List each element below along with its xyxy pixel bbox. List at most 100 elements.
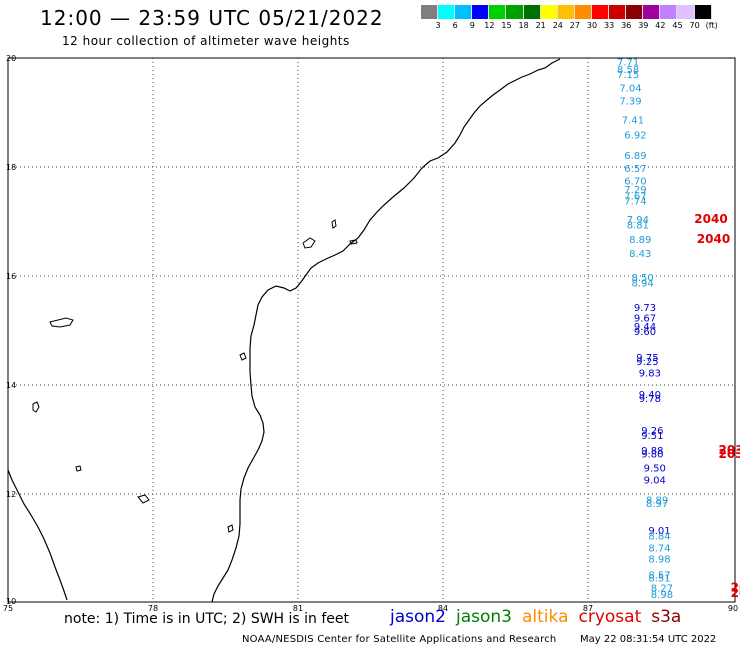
- wave-height-value: 9.50: [644, 464, 666, 475]
- footer-note: note: 1) Time is in UTC; 2) SWH is in fe…: [64, 611, 350, 627]
- coastline-india-east: [211, 58, 561, 603]
- wave-height-value: 6.57: [624, 164, 646, 175]
- wave-height-value: 7.04: [619, 83, 641, 94]
- pass-time-label: 2040: [694, 212, 727, 226]
- x-tick-label: 81: [293, 604, 303, 613]
- generated-timestamp: May 22 08:31:54 UTC 2022: [580, 634, 717, 645]
- wave-height-value: 9.25: [636, 357, 658, 368]
- legend-label: 12: [484, 21, 495, 30]
- legend-color-swatch: [472, 5, 490, 19]
- wave-height-value: 8.94: [632, 279, 654, 290]
- wave-height-value: 8.58: [617, 65, 639, 76]
- wave-height-value: 8.81: [627, 221, 649, 232]
- legend-color-swatch: [591, 5, 610, 19]
- legend-label: 42: [655, 21, 666, 30]
- y-tick-label: 10: [6, 597, 16, 606]
- legend-color-swatch: [694, 5, 712, 19]
- legend-color-swatch: [455, 5, 473, 19]
- legend-color-swatch: [489, 5, 507, 19]
- legend-color-swatch: [677, 5, 695, 19]
- grid-lines: [8, 58, 735, 602]
- credit-line: NOAA/NESDIS Center for Satellite Applica…: [242, 634, 557, 645]
- legend-color-swatch: [506, 5, 524, 19]
- legend-label: 27: [569, 21, 580, 30]
- wave-height-value: 9.01: [648, 526, 670, 537]
- legend-label: 18: [518, 21, 529, 30]
- map-title: 12:00 — 23:59 UTC 05/21/2022: [40, 6, 384, 30]
- legend-label: 15: [501, 21, 512, 30]
- wave-height-value: 7.39: [619, 96, 641, 107]
- island-small-4: [302, 237, 316, 249]
- y-tick-label: 20: [6, 54, 16, 63]
- x-tick-label: 75: [3, 604, 13, 613]
- wave-height-value: 9.83: [639, 368, 661, 379]
- x-tick-label: 78: [148, 604, 158, 613]
- legend-color-swatch: [421, 5, 439, 19]
- y-tick-label: 12: [6, 490, 16, 499]
- pass-time-label: 2040: [697, 232, 730, 246]
- satellite-name-s3a: s3a: [651, 607, 682, 627]
- legend-color-swatch: [609, 5, 627, 19]
- island-small-2: [32, 401, 40, 413]
- wave-height-value: 6.89: [624, 151, 646, 162]
- legend-color-swatch: [540, 5, 558, 19]
- legend-color-swatch: [574, 5, 592, 19]
- wave-height-value: 9.67: [634, 314, 656, 325]
- wave-height-value: 8.74: [648, 544, 670, 555]
- x-tick-label: 90: [728, 604, 738, 613]
- wave-height-value: 9.78: [639, 394, 661, 405]
- pass-time-label: 2038: [731, 586, 740, 600]
- wave-height-value: 9.44: [634, 322, 656, 333]
- wave-height-value: 8.84: [648, 532, 670, 543]
- wave-height-value: 8.50: [632, 273, 654, 284]
- legend-color-swatch: [660, 5, 678, 19]
- legend-label: 33: [604, 21, 615, 30]
- wave-height-value: 7.74: [624, 197, 646, 208]
- legend-label: 21: [535, 21, 546, 30]
- y-tick-label: 18: [6, 163, 16, 172]
- wave-height-value: 7.29: [624, 185, 646, 196]
- wave-height-value: 7.94: [627, 215, 649, 226]
- legend-color-swatch: [523, 5, 541, 19]
- wave-height-value: 9.40: [639, 390, 661, 401]
- legend-color-swatch: [557, 5, 575, 19]
- island-small-9: [349, 239, 358, 245]
- satellite-name-cryosat: cryosat: [578, 607, 642, 627]
- legend-label: 36: [621, 21, 632, 30]
- island-small-7: [75, 465, 82, 472]
- wave-height-value: 8.43: [629, 249, 651, 260]
- pass-time-label: 2038: [731, 580, 740, 594]
- satellite-legend: jason2 jason3 altika cryosat s3a: [390, 607, 691, 627]
- coastline-west: [7, 469, 68, 601]
- island-small-6: [239, 352, 247, 361]
- island-small-3: [137, 494, 150, 504]
- x-tick-label: 84: [438, 604, 448, 613]
- legend-label: (ft): [705, 21, 718, 30]
- wave-height-value: 9.51: [641, 431, 663, 442]
- wave-height-value: 9.60: [634, 327, 656, 338]
- island-small-1: [49, 317, 74, 328]
- wave-height-readings: 7.718.587.15 7.04 7.39 7.41 6.92 6.89 6.576.70…: [617, 57, 740, 600]
- map-subtitle: 12 hour collection of altimeter wave hei…: [62, 34, 350, 48]
- satellite-name-altika: altika: [522, 607, 569, 627]
- x-tick-label: 87: [583, 604, 593, 613]
- legend-label: 70: [689, 21, 700, 30]
- legend-label: 45: [672, 21, 683, 30]
- wave-height-value: 7.67: [624, 192, 646, 203]
- color-scale-legend: [421, 5, 712, 19]
- satellite-name-jason2: jason2: [390, 607, 446, 627]
- y-tick-label: 14: [6, 381, 16, 390]
- wave-height-value: 7.15: [617, 70, 639, 81]
- legend-color-swatch: [643, 5, 661, 19]
- wave-height-value: 8.98: [648, 555, 670, 566]
- wave-height-value: 6.92: [624, 131, 646, 142]
- wave-height-value: 8.27: [651, 583, 673, 594]
- wave-height-value: 9.73: [634, 303, 656, 314]
- wave-height-value: 9.75: [636, 353, 658, 364]
- legend-color-swatch: [438, 5, 456, 19]
- x-axis-labels: 75 78 81 84 87 90: [3, 604, 738, 613]
- wave-height-value: 7.71: [617, 57, 639, 68]
- y-axis-labels: 20 18 16 14 12 10: [6, 54, 16, 606]
